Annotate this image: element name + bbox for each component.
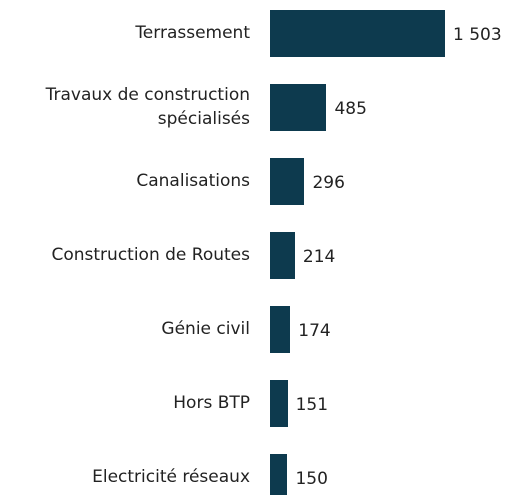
value-label: 151 [295,395,329,415]
category-label-box: Travaux de construction spécialisés [0,70,250,144]
category-label-box: Génie civil [0,292,250,366]
value-label: 214 [302,247,336,267]
category-label: Hors BTP [173,393,250,413]
bar [270,157,305,205]
value-label: 485 [334,99,367,119]
category-label-box: Construction de Routes [0,218,250,292]
category-label-box: Hors BTP [0,366,250,440]
category-label: Canalisations [136,171,250,191]
bar [270,9,445,57]
category-label: Electricité réseaux [92,467,250,487]
category-label: Terrassement [135,23,250,43]
category-label: Construction de Routes [51,245,250,265]
category-label: Travaux de construction spécialisés [45,85,250,129]
category-label-box: Terrassement [0,0,250,70]
category-label: Génie civil [161,319,250,339]
value-label: 1 503 [453,25,502,45]
value-label: 174 [298,321,331,341]
category-label-box: Canalisations [0,144,250,218]
bar [270,453,288,495]
value-label: 296 [312,173,345,193]
bar [270,305,291,353]
value-label: 150 [295,469,328,489]
category-label-box: Electricité réseaux [0,440,250,495]
bar [270,379,288,427]
bar [270,231,295,279]
bar [270,83,327,131]
